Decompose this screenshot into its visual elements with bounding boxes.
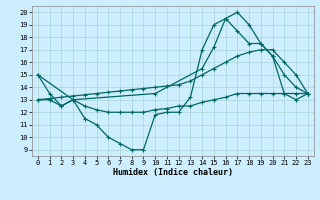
X-axis label: Humidex (Indice chaleur): Humidex (Indice chaleur) [113,168,233,177]
